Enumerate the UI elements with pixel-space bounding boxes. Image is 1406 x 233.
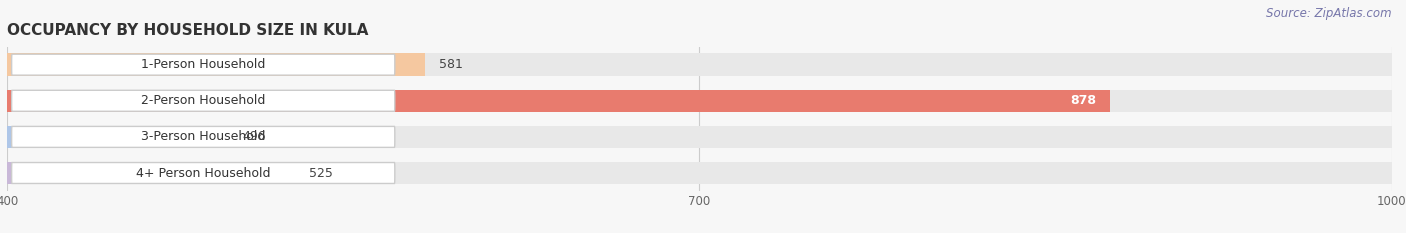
Bar	[7, 53, 1392, 76]
Text: 3-Person Household: 3-Person Household	[141, 130, 266, 143]
Bar	[7, 162, 1392, 184]
Text: 4+ Person Household: 4+ Person Household	[136, 167, 270, 179]
FancyBboxPatch shape	[11, 54, 395, 75]
Text: 525: 525	[309, 167, 333, 179]
FancyBboxPatch shape	[11, 90, 395, 111]
FancyBboxPatch shape	[11, 127, 395, 147]
FancyBboxPatch shape	[11, 163, 395, 183]
Text: 496: 496	[242, 130, 266, 143]
Text: 1-Person Household: 1-Person Household	[141, 58, 266, 71]
Text: 2-Person Household: 2-Person Household	[141, 94, 266, 107]
Bar	[7, 89, 1111, 112]
Bar	[7, 89, 1392, 112]
Text: Source: ZipAtlas.com: Source: ZipAtlas.com	[1267, 7, 1392, 20]
Bar	[7, 53, 425, 76]
Text: OCCUPANCY BY HOUSEHOLD SIZE IN KULA: OCCUPANCY BY HOUSEHOLD SIZE IN KULA	[7, 24, 368, 38]
Text: 581: 581	[439, 58, 463, 71]
Bar	[7, 126, 1392, 148]
Text: 878: 878	[1070, 94, 1097, 107]
Bar	[7, 126, 229, 148]
Bar	[7, 162, 295, 184]
